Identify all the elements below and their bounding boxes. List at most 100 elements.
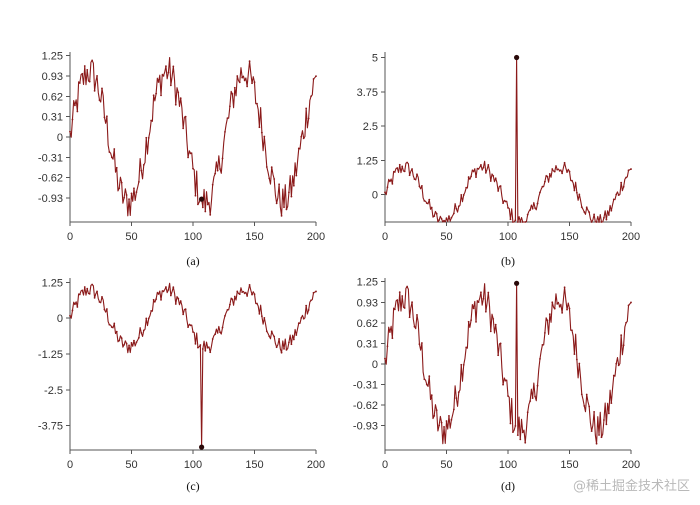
y-tick-label: 0.62 bbox=[357, 318, 378, 330]
data-point bbox=[96, 290, 98, 293]
data-point bbox=[106, 115, 108, 118]
data-point bbox=[416, 313, 418, 316]
data-point bbox=[182, 313, 185, 316]
data-point bbox=[448, 414, 450, 417]
data-point bbox=[162, 290, 165, 293]
data-point bbox=[211, 338, 214, 340]
data-point bbox=[133, 339, 135, 342]
data-point bbox=[384, 191, 386, 194]
data-point bbox=[248, 283, 251, 286]
data-point bbox=[187, 326, 189, 328]
data-point bbox=[204, 349, 207, 352]
data-point bbox=[502, 383, 504, 386]
data-point bbox=[182, 127, 185, 130]
data-point bbox=[297, 147, 300, 150]
data-point bbox=[398, 291, 401, 294]
data-point bbox=[393, 308, 396, 311]
data-point bbox=[544, 180, 546, 183]
y-tick-label: 0 bbox=[372, 190, 378, 202]
data-point bbox=[233, 86, 236, 89]
data-point bbox=[408, 316, 411, 319]
data-point bbox=[484, 310, 487, 313]
data-point bbox=[288, 341, 290, 344]
data-point bbox=[236, 75, 239, 77]
panel-label: (d) bbox=[501, 479, 515, 493]
data-point bbox=[123, 343, 126, 346]
data-point bbox=[480, 291, 482, 294]
data-point bbox=[455, 207, 458, 210]
data-point bbox=[627, 304, 630, 307]
data-point bbox=[229, 105, 231, 108]
series-line bbox=[384, 282, 632, 445]
data-point bbox=[546, 175, 549, 178]
data-point bbox=[603, 419, 605, 421]
data-point bbox=[76, 110, 79, 113]
data-point bbox=[189, 152, 192, 155]
data-point bbox=[484, 172, 487, 174]
data-point bbox=[192, 331, 194, 333]
data-point bbox=[391, 337, 394, 340]
data-point bbox=[305, 304, 308, 307]
y-tick-label: 0 bbox=[372, 359, 378, 371]
data-point bbox=[76, 306, 79, 308]
data-point bbox=[598, 434, 600, 436]
data-point bbox=[263, 317, 266, 319]
data-point bbox=[541, 343, 544, 346]
data-point bbox=[411, 168, 413, 170]
data-point bbox=[224, 131, 226, 133]
data-point bbox=[160, 298, 162, 301]
data-point bbox=[201, 348, 204, 350]
data-point bbox=[142, 329, 145, 332]
data-point bbox=[529, 400, 532, 402]
data-point bbox=[157, 293, 160, 295]
data-point bbox=[408, 174, 411, 177]
highlight-point bbox=[514, 54, 520, 61]
x-tick-label: 50 bbox=[440, 459, 452, 471]
data-point bbox=[118, 339, 121, 342]
data-point bbox=[516, 221, 519, 223]
data-point bbox=[548, 313, 551, 316]
y-tick-label: 1.25 bbox=[357, 155, 378, 167]
data-point bbox=[472, 170, 475, 173]
data-point bbox=[179, 97, 182, 100]
data-point bbox=[81, 289, 84, 292]
data-point bbox=[275, 346, 278, 349]
data-point bbox=[531, 207, 534, 210]
chart-panel-c: 1.25 0 -1.25 -2.5 -3.75 0 50 100 150 200 (c) bbox=[38, 277, 325, 493]
data-point bbox=[617, 364, 620, 367]
data-point bbox=[450, 418, 453, 421]
data-point bbox=[310, 95, 312, 98]
data-point bbox=[216, 331, 219, 334]
x-tick-label: 200 bbox=[622, 231, 640, 243]
data-point bbox=[578, 362, 581, 365]
data-point bbox=[571, 329, 573, 332]
data-point bbox=[460, 193, 463, 196]
y-tick-label: -1.25 bbox=[38, 349, 63, 361]
data-point bbox=[566, 308, 568, 311]
data-point bbox=[563, 161, 566, 164]
data-point bbox=[120, 181, 123, 184]
data-point bbox=[497, 190, 500, 192]
y-tick-label: 1.25 bbox=[42, 50, 63, 62]
data-point bbox=[514, 219, 517, 222]
data-point bbox=[251, 82, 253, 85]
data-point bbox=[403, 307, 406, 309]
data-point bbox=[315, 290, 317, 293]
data-point bbox=[283, 206, 285, 209]
data-point bbox=[524, 221, 527, 223]
data-point bbox=[620, 181, 623, 184]
data-point bbox=[253, 81, 256, 84]
data-point bbox=[457, 391, 460, 394]
data-point bbox=[573, 189, 576, 192]
panel-label: (c) bbox=[186, 479, 199, 493]
y-tick-label: -0.93 bbox=[38, 193, 63, 205]
data-point bbox=[403, 170, 406, 173]
data-point bbox=[83, 65, 86, 67]
data-point bbox=[71, 309, 74, 312]
data-point bbox=[595, 442, 598, 445]
data-point bbox=[423, 378, 426, 381]
data-point bbox=[561, 172, 564, 175]
data-point bbox=[406, 285, 409, 288]
data-point bbox=[108, 151, 111, 153]
